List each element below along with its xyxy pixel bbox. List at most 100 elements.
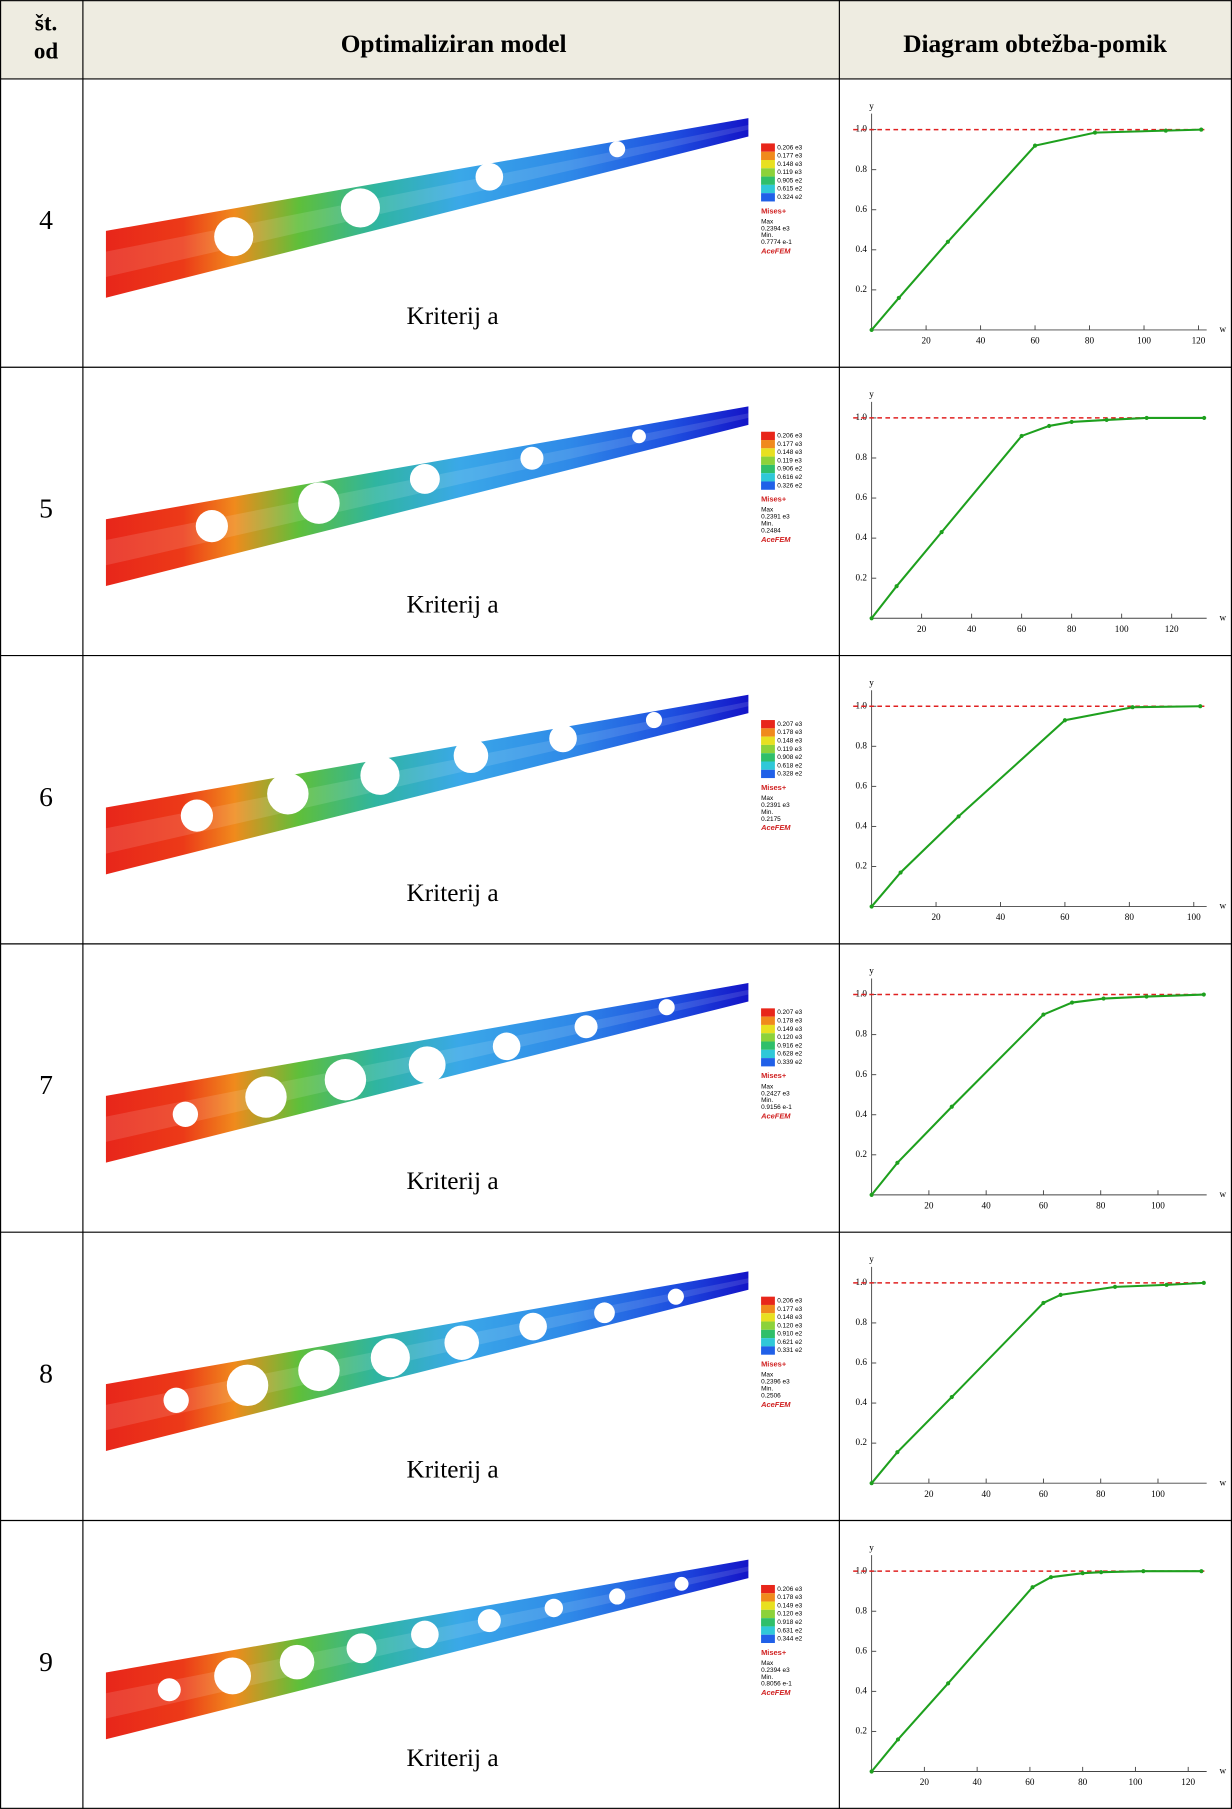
beam-hole [667,1288,684,1305]
y-axis-label: y [869,1542,874,1552]
x-tick-label: 40 [982,1489,992,1499]
legend-value: 0.326 e2 [777,482,802,489]
beam-hole [519,1312,547,1341]
x-tick-label: 20 [931,912,941,922]
x-tick-label: 60 [1030,336,1040,346]
legend-value: 0.918 e2 [777,1619,802,1626]
legend-swatch [761,1016,775,1025]
legend-quantity: Mises+ [761,1648,787,1657]
legend-swatch [761,1024,775,1034]
y-tick-label: 0.6 [855,204,867,214]
legend-max: 0.2391 e3 [761,514,790,521]
legend-software: AceFEM [760,247,791,256]
legend-swatch [761,160,775,169]
legend-value: 0.206 e3 [777,144,802,151]
beam-hole [370,1338,410,1378]
row-number: 7 [39,1069,53,1100]
legend-swatch [761,176,775,185]
legend-swatch [761,193,775,202]
y-tick-label: 0.4 [855,532,867,542]
beam-hole [674,1576,689,1591]
y-axis-label: y [869,966,874,976]
beam-hole [214,217,254,257]
x-tick-label: 80 [1085,336,1095,346]
data-point [1070,1000,1075,1005]
legend-max-label: Max [761,218,774,225]
beam-hole [195,510,228,543]
beam-hole [324,1059,367,1101]
x-tick-label: 60 [1039,1201,1049,1211]
legend-software: AceFEM [760,823,791,832]
y-tick-label: 1.0 [855,700,867,710]
data-point [869,1192,874,1197]
legend-value: 0.177 e3 [777,441,802,448]
model-caption: Kriterij a [406,302,498,330]
y-tick-label: 0.8 [855,452,867,462]
legend-max: 0.2394 e3 [761,225,790,232]
data-point [1199,127,1204,132]
legend-value: 0.328 e2 [777,771,802,778]
legend-swatch [761,1626,775,1635]
beam-hole [214,1657,252,1695]
legend-min-label: Min. [761,1097,773,1104]
beam [105,694,749,875]
y-tick-label: 1.0 [855,124,867,134]
y-tick-label: 0.6 [855,1645,867,1655]
legend-swatch [761,481,775,490]
beam-hole [360,755,400,795]
data-point [1164,1282,1169,1287]
beam-hole [163,1387,189,1413]
y-tick-label: 1.0 [855,1565,867,1575]
legend-swatch [761,1313,775,1322]
y-tick-label: 0.6 [855,1069,867,1079]
legend-swatch [761,440,775,449]
data-point [1069,419,1074,424]
legend-swatch [761,1346,775,1355]
y-tick-label: 0.4 [855,1109,867,1119]
x-tick-label: 120 [1181,1777,1195,1787]
data-point [956,814,961,819]
y-axis-label: y [869,101,874,111]
data-point [1141,1569,1146,1574]
beam-hole [477,1609,501,1633]
legend-swatch [761,728,775,737]
beam [105,1559,749,1740]
y-tick-label: 0.4 [855,1397,867,1407]
y-tick-label: 0.4 [855,244,867,254]
legend-value: 0.628 e2 [777,1051,802,1058]
x-tick-label: 40 [967,624,977,634]
data-point [1198,704,1203,709]
data-point [1058,1292,1063,1297]
data-point [1047,423,1052,429]
beam-hole [279,1644,315,1680]
x-axis-label: w [1219,612,1226,622]
y-tick-label: 0.2 [855,861,867,871]
legend-min-label: Min. [761,1674,773,1681]
x-tick-label: 80 [1078,1777,1088,1787]
data-point [1048,1575,1054,1580]
legend-quantity: Mises+ [761,783,787,792]
beam-hole [411,1620,439,1649]
y-tick-label: 0.8 [855,164,867,174]
data-point [869,1481,874,1486]
legend-min: 0.2484 [761,527,781,534]
legend-swatch [761,1593,775,1602]
legend-max: 0.2394 e3 [761,1667,790,1674]
x-axis-label: w [1219,1766,1226,1776]
beam-hole [298,482,340,524]
x-tick-label: 100 [1129,1777,1143,1787]
legend-software: AceFEM [760,1400,791,1409]
y-tick-label: 0.2 [855,1437,867,1447]
header-model: Optimaliziran model [341,30,567,58]
legend-swatch [761,769,775,779]
header-diagram: Diagram obtežba-pomik [903,30,1168,58]
legend-value: 0.119 e3 [777,457,802,464]
data-point [894,584,899,589]
data-point [945,239,950,244]
x-axis-label: w [1219,324,1226,334]
data-point [1201,992,1206,997]
legend-swatch [761,143,775,152]
y-tick-label: 0.2 [855,572,867,582]
model-caption: Kriterij a [406,1167,498,1195]
